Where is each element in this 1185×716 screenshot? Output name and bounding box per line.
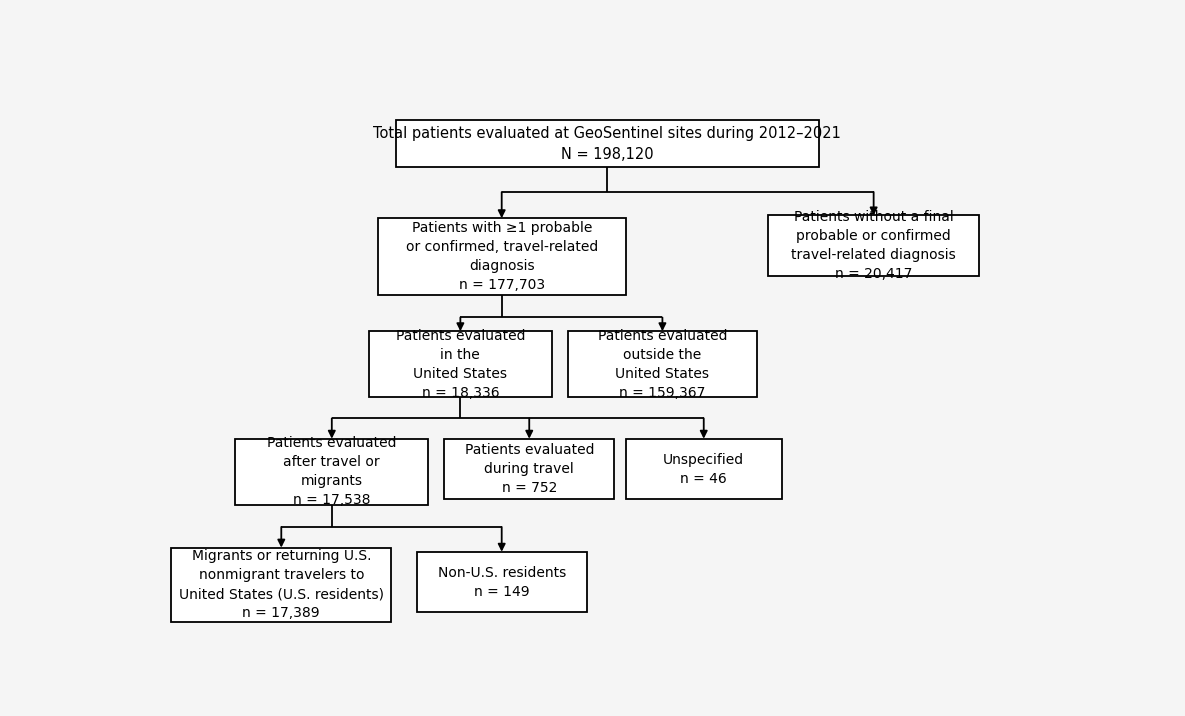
FancyBboxPatch shape bbox=[396, 120, 819, 168]
Text: Patients evaluated
after travel or
migrants
n = 17,538: Patients evaluated after travel or migra… bbox=[267, 437, 397, 507]
Text: Patients with ≥1 probable
or confirmed, travel-related
diagnosis
n = 177,703: Patients with ≥1 probable or confirmed, … bbox=[405, 221, 597, 292]
FancyBboxPatch shape bbox=[768, 216, 979, 276]
FancyBboxPatch shape bbox=[417, 552, 587, 612]
FancyBboxPatch shape bbox=[369, 332, 552, 397]
Text: Migrants or returning U.S.
nonmigrant travelers to
United States (U.S. residents: Migrants or returning U.S. nonmigrant tr… bbox=[179, 549, 384, 620]
Text: Non-U.S. residents
n = 149: Non-U.S. residents n = 149 bbox=[437, 566, 565, 599]
FancyBboxPatch shape bbox=[378, 218, 626, 296]
Text: Patients evaluated
in the
United States
n = 18,336: Patients evaluated in the United States … bbox=[396, 329, 525, 400]
Text: Unspecified
n = 46: Unspecified n = 46 bbox=[664, 453, 744, 485]
Text: Patients without a final
probable or confirmed
travel-related diagnosis
n = 20,4: Patients without a final probable or con… bbox=[792, 211, 956, 281]
FancyBboxPatch shape bbox=[444, 439, 614, 500]
FancyBboxPatch shape bbox=[569, 332, 756, 397]
FancyBboxPatch shape bbox=[236, 439, 428, 505]
FancyBboxPatch shape bbox=[626, 439, 782, 500]
Text: Patients evaluated
during travel
n = 752: Patients evaluated during travel n = 752 bbox=[465, 443, 594, 495]
FancyBboxPatch shape bbox=[171, 548, 391, 622]
Text: Total patients evaluated at GeoSentinel sites during 2012–2021
N = 198,120: Total patients evaluated at GeoSentinel … bbox=[373, 126, 841, 162]
Text: Patients evaluated
outside the
United States
n = 159,367: Patients evaluated outside the United St… bbox=[597, 329, 728, 400]
